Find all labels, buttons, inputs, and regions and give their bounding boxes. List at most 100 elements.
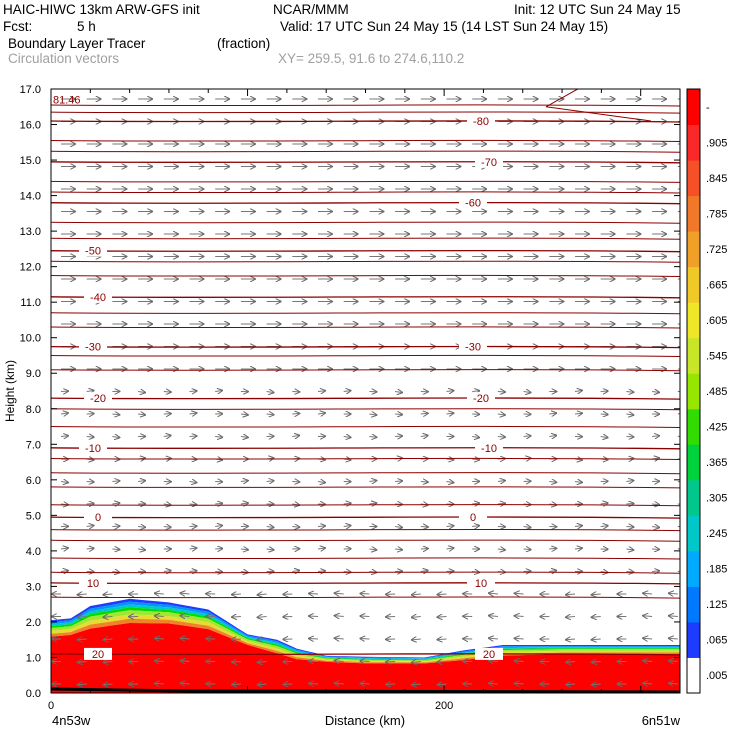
contour-label-bg — [84, 392, 112, 405]
circulation-vector — [317, 413, 325, 414]
y-tick-label: 13.0 — [20, 226, 41, 238]
circulation-vector — [335, 593, 344, 594]
circulation-vector — [155, 683, 164, 684]
isotherm — [51, 653, 680, 656]
circulation-vector — [163, 527, 171, 528]
colorbar-label: .185 — [706, 564, 727, 576]
circulation-vector — [317, 391, 325, 392]
circulation-vector — [232, 662, 241, 663]
circulation-vector — [232, 684, 241, 685]
y-tick-label: 17.0 — [20, 84, 41, 96]
circulation-vector — [215, 437, 222, 438]
contour-label: -70 — [481, 157, 497, 169]
colorbar-label: .245 — [706, 528, 727, 540]
circulation-vector — [677, 436, 680, 437]
circulation-vector — [592, 662, 601, 663]
isotherm — [51, 345, 680, 349]
isotherm — [51, 486, 680, 489]
circulation-vector — [497, 481, 505, 482]
isotherm — [51, 354, 680, 357]
circulation-vector — [395, 481, 402, 482]
circulation-vector — [438, 594, 447, 595]
colorbar-segment — [687, 373, 700, 410]
colorbar-label: .665 — [706, 279, 727, 291]
circulation-vector — [258, 639, 267, 640]
circulation-vector — [438, 617, 447, 618]
circulation-vector — [643, 593, 653, 594]
circulation-vector — [574, 548, 582, 549]
circulation-vector — [189, 413, 197, 414]
field-units: (fraction) — [217, 36, 271, 51]
circulation-vector — [626, 414, 633, 415]
circulation-vector — [523, 392, 531, 393]
circulation-vector — [669, 616, 678, 617]
circulation-vector — [317, 526, 325, 527]
circulation-vector — [592, 594, 601, 595]
isotherm — [51, 260, 680, 263]
isotherm — [545, 89, 652, 122]
contour-label: 10 — [475, 578, 487, 590]
y-tick-label: 0.0 — [26, 688, 41, 700]
y-tick-label: 1.0 — [26, 652, 41, 664]
circulation-vector — [412, 639, 421, 640]
isotherm — [51, 221, 680, 224]
circulation-vector — [215, 572, 222, 573]
circulation-vector — [86, 437, 94, 438]
circulation-vector — [103, 594, 113, 595]
circulation-vector — [626, 481, 633, 482]
xy-coordinates: XY= 259.5, 91.6 to 274.6,110.2 — [278, 51, 465, 66]
contour-label-bg — [79, 340, 107, 353]
circulation-vector — [360, 616, 370, 617]
colorbar-segment — [687, 444, 700, 481]
isotherm — [51, 472, 680, 475]
circulation-vector — [566, 639, 576, 640]
valid-time: Valid: 17 UTC Sun 24 May 15 (14 LST Sun … — [280, 19, 609, 34]
circulation-vector — [574, 482, 582, 483]
circulation-vector — [103, 684, 113, 685]
circulation-vector — [515, 638, 524, 639]
colorbar-label: .905 — [706, 137, 727, 149]
circulation-vector — [215, 503, 222, 504]
isotherm — [51, 201, 680, 205]
circulation-vector — [600, 391, 608, 392]
circulation-vector — [652, 392, 659, 393]
circulation-vector — [497, 437, 505, 438]
y-tick-label: 4.0 — [26, 546, 41, 558]
isotherm — [51, 457, 680, 460]
circulation-vector — [163, 436, 171, 437]
circulation-vector — [626, 549, 633, 550]
contour-label: -50 — [85, 246, 101, 258]
contour-label: -80 — [473, 116, 489, 128]
colorbar-label: .545 — [706, 350, 727, 362]
circulation-vector — [360, 661, 370, 662]
circulation-vector — [232, 639, 241, 640]
colorbar-segment — [687, 195, 700, 232]
circulation-vector — [189, 436, 197, 437]
circulation-vector — [412, 662, 421, 663]
circulation-vector — [677, 482, 680, 483]
circulation-vector — [215, 391, 222, 392]
circulation-vector — [343, 437, 351, 438]
circulation-vector — [643, 638, 653, 639]
circulation-vector — [446, 413, 454, 414]
contour-label-bg — [79, 244, 107, 257]
circulation-vector — [497, 414, 505, 415]
circulation-vector — [309, 684, 319, 685]
y-tick-label: 5.0 — [26, 510, 41, 522]
y-tick-label: 15.0 — [20, 155, 41, 167]
circulation-vector — [309, 616, 319, 617]
circulation-vector — [78, 684, 87, 685]
circulation-vector — [343, 391, 351, 392]
circulation-vector — [189, 482, 197, 483]
circulation-vector — [497, 392, 505, 393]
circulation-vector — [489, 616, 498, 617]
circulation-vector — [258, 617, 267, 618]
field-name: Boundary Layer Tracer — [8, 36, 146, 51]
contour-label-bg — [84, 290, 112, 303]
contour-label: 0 — [95, 512, 101, 524]
terrain-line — [51, 687, 680, 693]
circulation-vector — [395, 527, 402, 528]
colorbar-label: .785 — [706, 208, 727, 220]
circulation-vector — [549, 482, 556, 483]
circulation-vector — [489, 638, 498, 639]
